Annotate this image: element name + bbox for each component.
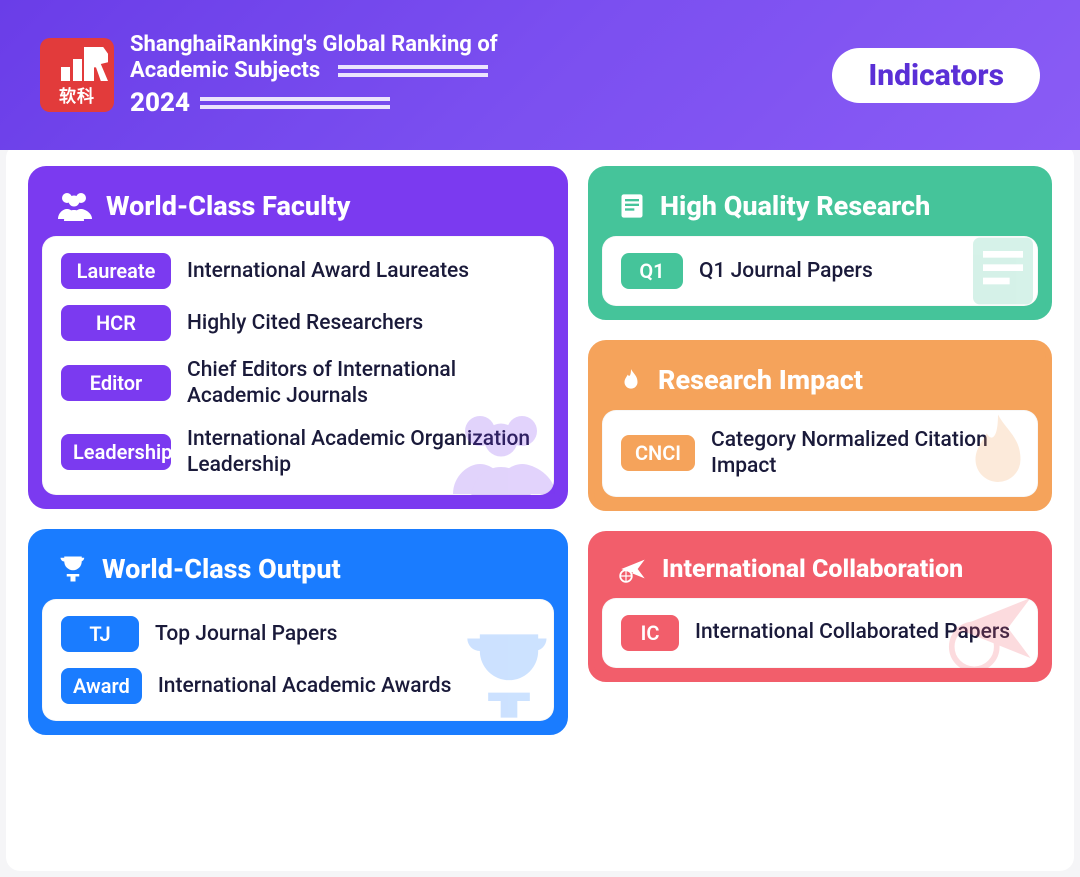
year: 2024: [130, 88, 190, 118]
indicator-tag: Award: [61, 668, 142, 704]
indicator-desc: Q1 Journal Papers: [699, 258, 873, 284]
indicator-row: TJ Top Journal Papers: [61, 616, 535, 652]
indicator-row: Laureate International Award Laureates: [61, 253, 535, 289]
card-body: TJ Top Journal Papers Award Internationa…: [42, 599, 554, 721]
plane-icon: [618, 555, 648, 583]
indicator-desc: Highly Cited Researchers: [187, 310, 423, 336]
indicator-row: HCR Highly Cited Researchers: [61, 305, 535, 341]
document-icon: [618, 191, 646, 221]
indicator-tag: CNCI: [621, 435, 695, 471]
card-international-collaboration: International Collaboration IC Internati…: [588, 531, 1052, 682]
card-body: CNCI Category Normalized Citation Impact: [602, 410, 1038, 497]
trophy-icon: [58, 554, 88, 584]
indicator-desc: Category Normalized Citation Impact: [711, 427, 1019, 480]
card-title: World-Class Output: [102, 553, 341, 585]
indicator-desc: International Academic Awards: [158, 673, 452, 699]
indicator-desc: International Academic Organization Lead…: [187, 426, 535, 479]
indicator-tag: IC: [621, 615, 679, 651]
card-world-class-faculty: World-Class Faculty Laureate Internation…: [28, 166, 568, 509]
indicator-row: Leadership International Academic Organi…: [61, 426, 535, 479]
indicator-row: IC International Collaborated Papers: [621, 615, 1019, 651]
indicator-tag: Editor: [61, 365, 171, 401]
content-grid: World-Class Faculty Laureate Internation…: [6, 144, 1074, 871]
indicator-desc: Top Journal Papers: [155, 621, 337, 647]
indicator-desc: International Award Laureates: [187, 258, 469, 284]
title-line-2: Academic Subjects: [130, 58, 320, 84]
indicator-tag: Q1: [621, 253, 683, 289]
header: 软科 ShanghaiRanking's Global Ranking of A…: [0, 0, 1080, 150]
logo-r-icon: [84, 47, 108, 81]
card-body: IC International Collaborated Papers: [602, 598, 1038, 668]
card-title: World-Class Faculty: [106, 190, 350, 222]
logo-icon: 软科: [40, 38, 114, 112]
indicator-row: CNCI Category Normalized Citation Impact: [621, 427, 1019, 480]
indicator-row: Q1 Q1 Journal Papers: [621, 253, 1019, 289]
card-high-quality-research: High Quality Research Q1 Q1 Journal Pape…: [588, 166, 1052, 320]
decor-bars-icon: [338, 65, 488, 77]
card-body: Laureate International Award Laureates H…: [42, 236, 554, 495]
indicator-row: Editor Chief Editors of International Ac…: [61, 357, 535, 410]
people-icon: [58, 191, 92, 221]
logo-block: 软科 ShanghaiRanking's Global Ranking of A…: [40, 32, 498, 119]
card-title: Research Impact: [658, 364, 863, 396]
flame-icon: [618, 365, 644, 395]
header-title: ShanghaiRanking's Global Ranking of Acad…: [130, 32, 498, 119]
indicator-tag: Laureate: [61, 253, 171, 289]
card-title: International Collaboration: [662, 555, 963, 584]
card-title: High Quality Research: [660, 190, 930, 222]
indicator-row: Award International Academic Awards: [61, 668, 535, 704]
card-world-class-output: World-Class Output TJ Top Journal Papers…: [28, 529, 568, 735]
decor-bars-icon: [200, 97, 498, 109]
indicators-badge: Indicators: [832, 48, 1040, 103]
card-research-impact: Research Impact CNCI Category Normalized…: [588, 340, 1052, 511]
indicator-tag: HCR: [61, 305, 171, 341]
indicator-desc: International Collaborated Papers: [695, 619, 1010, 645]
indicator-tag: TJ: [61, 616, 139, 652]
indicator-tag: Leadership: [61, 434, 171, 470]
indicator-desc: Chief Editors of International Academic …: [187, 357, 535, 410]
title-line-1: ShanghaiRanking's Global Ranking of: [130, 32, 498, 58]
logo-cn-text: 软科: [59, 82, 95, 107]
card-body: Q1 Q1 Journal Papers: [602, 236, 1038, 306]
